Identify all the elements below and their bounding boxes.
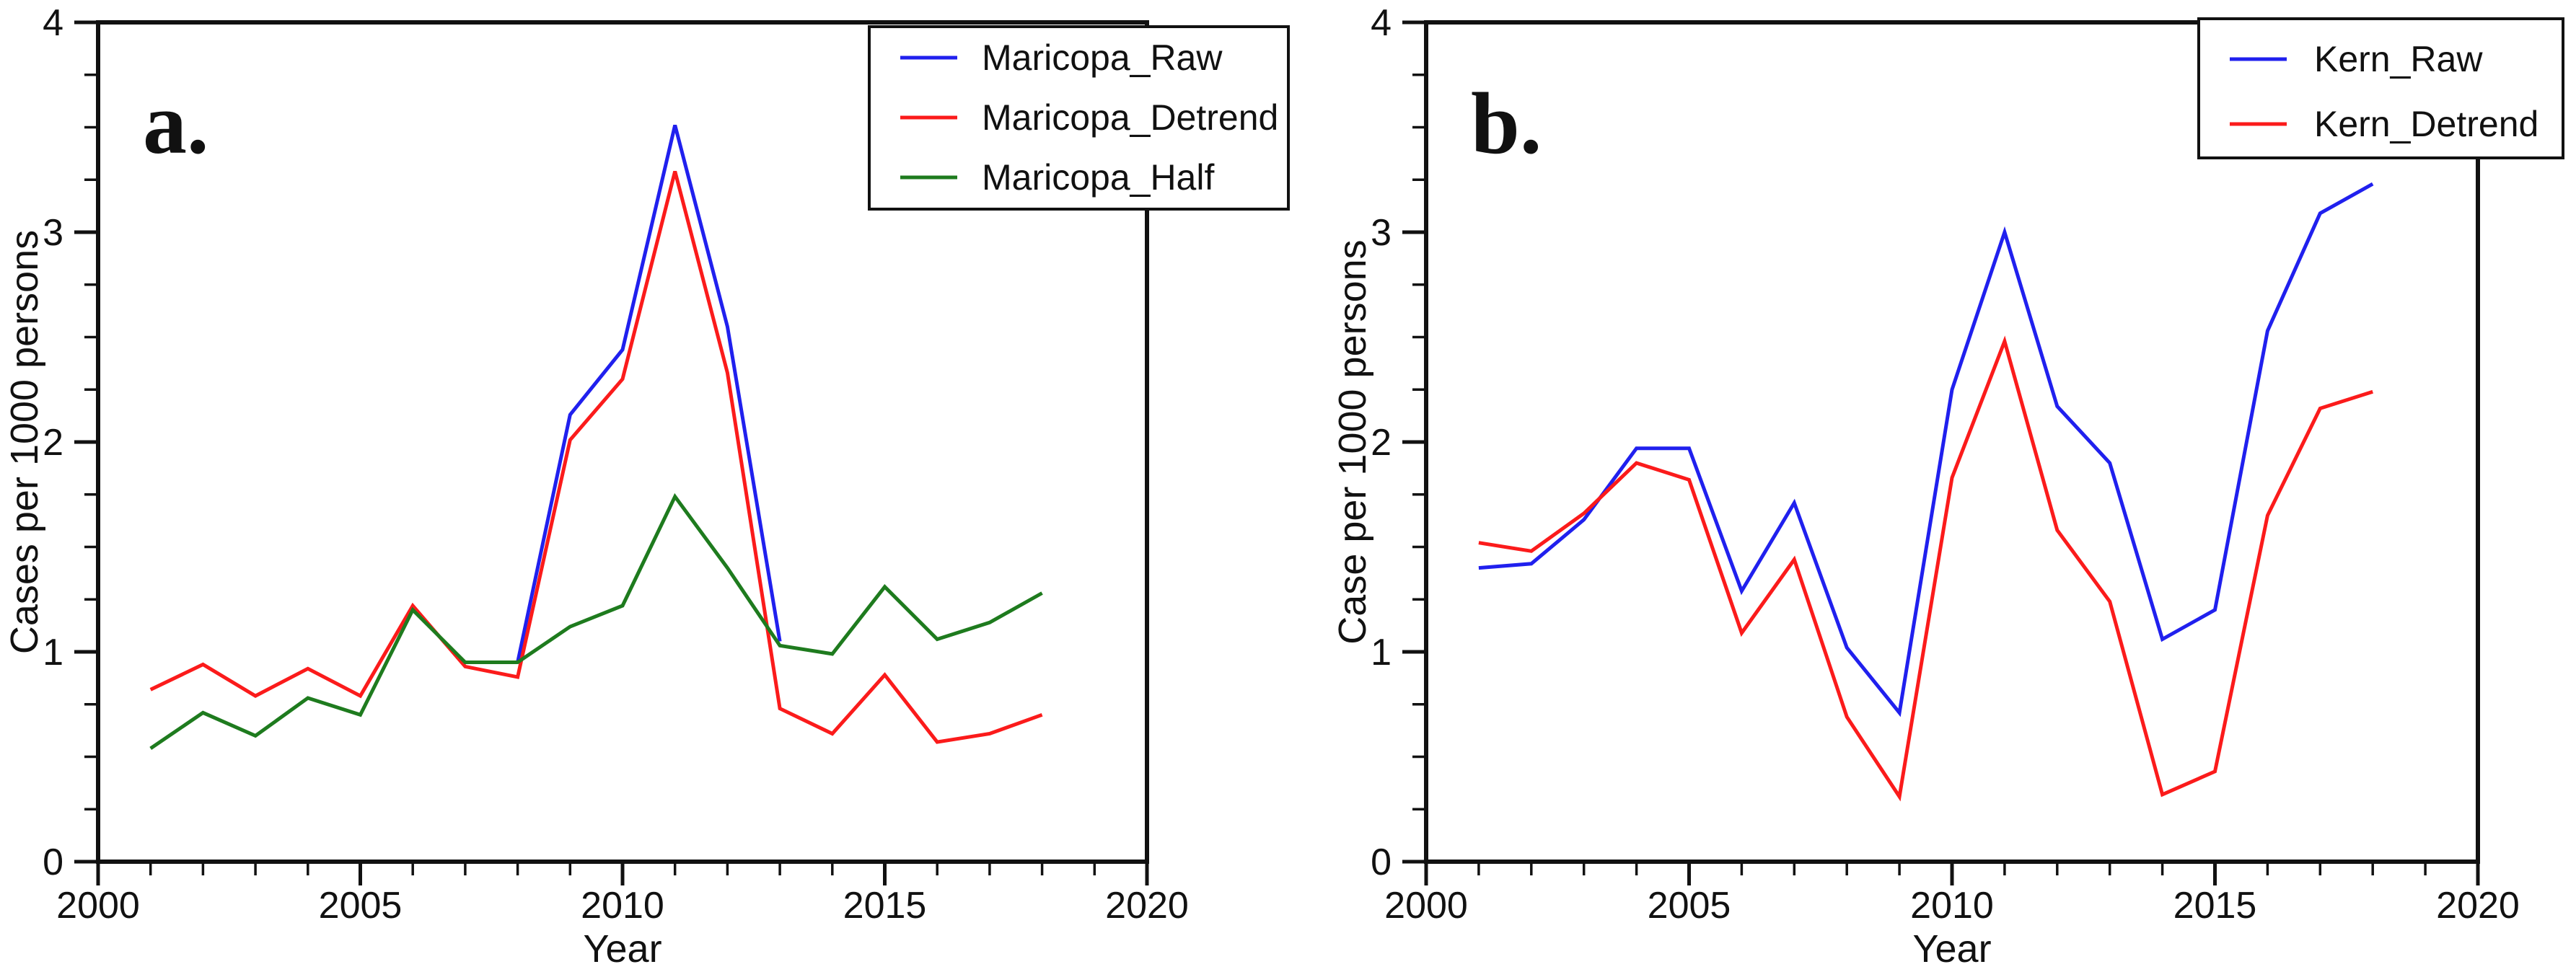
panel-a: 2000 2005 2010 2015 2020 0 1 2 3 4 Year Cases per 1…: [3, 2, 1290, 971]
y-tick-label: 3: [1371, 212, 1392, 254]
x-axis-label: Year: [1912, 927, 1991, 971]
plot-frame: [96, 20, 1149, 864]
plot-frame: [1424, 20, 2480, 864]
y-tick-label: 4: [1371, 2, 1392, 44]
y-tick-label: 1: [1371, 632, 1392, 673]
legend-label-maricopa_half: Maricopa_Half: [982, 157, 1214, 198]
x-tick-label: 2010: [581, 885, 664, 927]
legend-label-kern_raw: Kern_Raw: [2314, 39, 2483, 79]
y-tick-label: 4: [43, 2, 63, 44]
x-tick-label: 2000: [56, 885, 140, 927]
legend-label-maricopa_raw: Maricopa_Raw: [982, 37, 1223, 78]
legend-label-maricopa_detrend: Maricopa_Detrend: [982, 97, 1278, 138]
panel-letter: a.: [143, 75, 209, 172]
legend: Kern_Raw Kern_Detrend: [2197, 17, 2564, 159]
y-tick-label: 0: [1371, 841, 1392, 883]
series-line-kern_raw: [1478, 182, 2374, 717]
x-tick-label: 2020: [2436, 885, 2520, 927]
x-tick-label: 2010: [1910, 885, 1994, 927]
x-tick-label: 2015: [843, 885, 927, 927]
series-line-maricopa_raw: [516, 124, 782, 663]
series-line-maricopa_half: [149, 492, 1043, 750]
x-tick-label: 2020: [1105, 885, 1189, 927]
legend-box: [2197, 17, 2564, 159]
legend: Maricopa_Raw Maricopa_Detrend Maricopa_Hal…: [868, 25, 1290, 211]
y-tick-label: 3: [43, 212, 63, 254]
x-axis-label: Year: [583, 927, 661, 971]
x-tick-label: 2000: [1384, 885, 1468, 927]
panel-b: 2000 2005 2010 2015 2020 0 1 2 3 4 Year Case per 10…: [1331, 2, 2564, 971]
series-line-maricopa_detrend: [149, 170, 1043, 744]
y-axis-label: Cases per 1000 persons: [3, 230, 46, 654]
x-tick-label: 2005: [1648, 885, 1731, 927]
y-tick-label: 1: [43, 632, 63, 673]
series-line-kern_detrend: [1478, 335, 2373, 802]
legend-label-kern_detrend: Kern_Detrend: [2314, 104, 2538, 144]
y-tick-label: 2: [43, 422, 63, 464]
x-tick-label: 2015: [2173, 885, 2257, 927]
y-tick-label: 2: [1371, 422, 1392, 464]
y-axis-label: Case per 1000 persons: [1331, 239, 1374, 644]
panel-letter: b.: [1471, 75, 1542, 172]
y-tick-label: 0: [43, 841, 63, 883]
x-tick-label: 2005: [319, 885, 403, 927]
